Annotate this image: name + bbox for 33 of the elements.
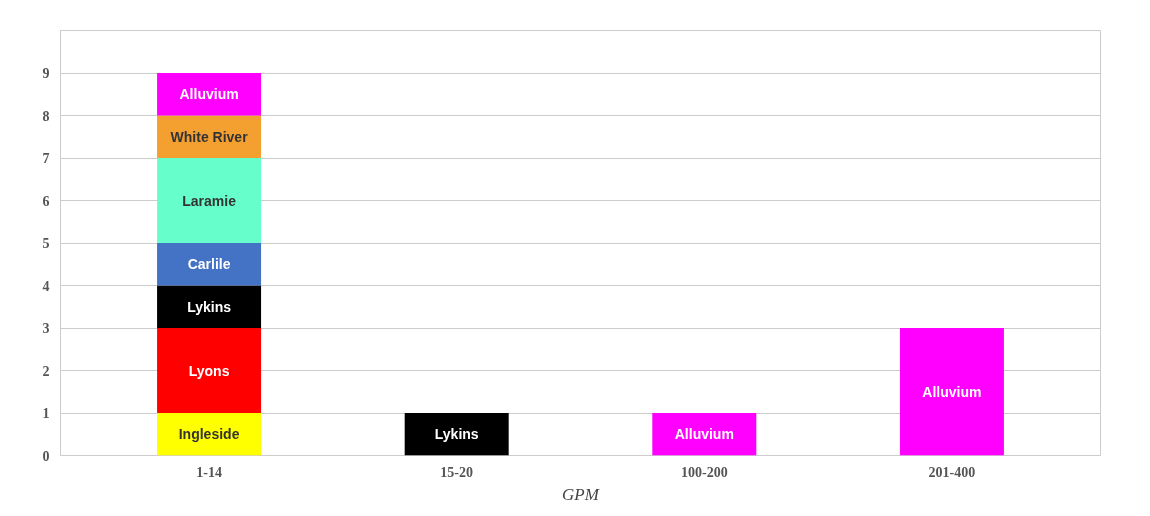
bar: [404, 413, 509, 456]
text: Alluvium: [674, 426, 734, 443]
series-label: Alluvium: [179, 86, 239, 103]
x-tick-label: 15-20: [440, 464, 474, 480]
y-tick-label: 6: [42, 193, 50, 209]
series-label: Lyons: [188, 362, 230, 379]
y-tick-label: 2: [42, 363, 50, 379]
series-label: Ingleside: [178, 426, 240, 443]
y-tick-label: 0: [42, 448, 50, 464]
bar: [157, 158, 262, 243]
series-label: Carlile: [187, 256, 231, 273]
x-tick-label: 100-200: [680, 464, 728, 480]
bar: [899, 328, 1004, 456]
y-tick-label: 4: [42, 278, 50, 294]
bar: [652, 413, 757, 456]
bar: [157, 243, 262, 286]
x-axis-title: GPM: [562, 484, 600, 504]
series-label: Lykins: [187, 298, 232, 315]
y-tick-label: 7: [42, 151, 50, 166]
x-tick-label: 201-400: [928, 464, 976, 480]
y-tick-label: 9: [42, 66, 50, 81]
bar: [157, 73, 262, 116]
text: Alluvium: [922, 383, 982, 400]
y-tick-label: 5: [42, 236, 50, 251]
bar: [157, 285, 262, 328]
y-tick-label: 8: [42, 108, 50, 124]
y-tick-label: 1: [42, 406, 50, 421]
series-label: White River: [170, 128, 249, 145]
y-tick-label: 3: [42, 321, 50, 336]
text: Lykins: [434, 426, 479, 443]
x-tick-label: 1-14: [196, 464, 222, 480]
bar: [157, 328, 262, 413]
series-label: Laramie: [182, 192, 237, 209]
